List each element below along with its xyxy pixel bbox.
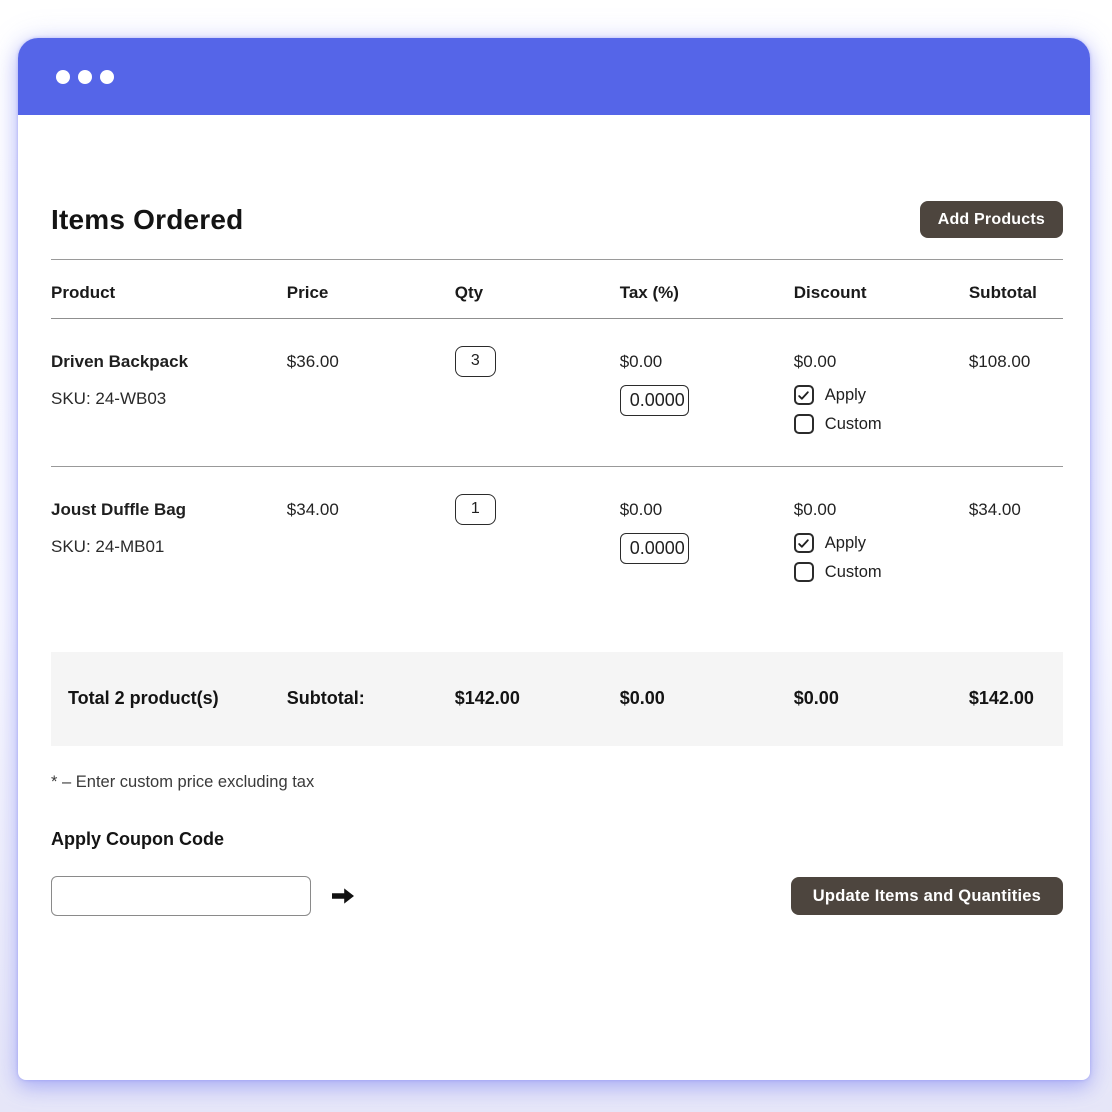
apply-discount-checkbox[interactable] (793, 533, 814, 553)
totals-product-count: Total 2 product(s) (68, 688, 219, 708)
totals-subtotal-label: Subtotal: (286, 688, 365, 708)
qty-input[interactable] (454, 493, 496, 525)
qty-input[interactable] (454, 345, 496, 377)
apply-checkbox-label: Apply (824, 385, 867, 404)
window-control-dot-icon (100, 69, 114, 84)
product-sku: SKU: 24-MB01 (51, 537, 165, 556)
column-header-product: Product (51, 283, 116, 302)
browser-window: Items Ordered Add Products Product Price… (18, 38, 1090, 1080)
tax-amount: $0.00 (619, 352, 663, 371)
price-value: $36.00 (286, 352, 339, 371)
custom-checkbox-label: Custom (824, 414, 882, 433)
custom-price-checkbox[interactable] (793, 562, 814, 582)
custom-price-checkbox[interactable] (793, 414, 814, 434)
totals-row: Total 2 product(s) Subtotal: $142.00 $0.… (51, 652, 1063, 746)
column-header-price: Price (286, 283, 329, 302)
tax-rate-input[interactable] (619, 385, 689, 416)
title-divider (51, 259, 1063, 260)
custom-checkbox-label: Custom (824, 562, 882, 581)
tax-amount: $0.00 (619, 500, 663, 519)
table-row: Driven Backpack SKU: 24-WB03 $36.00 $0.0… (51, 319, 1063, 467)
tax-rate-input[interactable] (619, 533, 689, 564)
add-products-button[interactable]: Add Products (919, 201, 1063, 238)
window-controls (56, 69, 114, 84)
window-titlebar (18, 38, 1090, 115)
column-header-subtotal: Subtotal (968, 283, 1037, 302)
product-name: Joust Duffle Bag (51, 500, 187, 519)
arrow-right-icon (332, 888, 354, 904)
column-header-tax: Tax (%) (619, 283, 679, 302)
apply-checkbox-label: Apply (824, 533, 867, 552)
totals-discount-amount: $0.00 (793, 688, 839, 708)
checkmark-icon (798, 390, 810, 400)
coupon-code-input[interactable] (51, 876, 311, 916)
row-subtotal: $34.00 (968, 500, 1021, 519)
apply-coupon-button[interactable] (330, 885, 356, 907)
window-control-dot-icon (78, 69, 92, 84)
discount-amount: $0.00 (793, 352, 837, 371)
totals-tax-amount: $0.00 (619, 688, 665, 708)
column-header-discount: Discount (793, 283, 867, 302)
update-items-button[interactable]: Update Items and Quantities (790, 877, 1063, 915)
table-header-row: Product Price Qty Tax (%) Discount Subto… (51, 260, 1063, 319)
product-name: Driven Backpack (51, 352, 189, 371)
window-control-dot-icon (56, 69, 70, 84)
table-row: Joust Duffle Bag SKU: 24-MB01 $34.00 $0.… (51, 467, 1063, 617)
product-sku: SKU: 24-WB03 (51, 389, 167, 408)
totals-subtotal-amount: $142.00 (454, 688, 520, 708)
row-subtotal: $108.00 (968, 352, 1031, 371)
column-header-qty: Qty (454, 283, 484, 302)
page-content: Items Ordered Add Products Product Price… (18, 201, 1090, 916)
totals-grand-amount: $142.00 (968, 688, 1034, 708)
discount-amount: $0.00 (793, 500, 837, 519)
page-title: Items Ordered (51, 203, 244, 235)
checkmark-icon (798, 538, 810, 548)
coupon-section-label: Apply Coupon Code (51, 829, 224, 849)
apply-discount-checkbox[interactable] (793, 385, 814, 405)
custom-price-note: * – Enter custom price excluding tax (51, 773, 315, 791)
price-value: $34.00 (286, 500, 339, 519)
